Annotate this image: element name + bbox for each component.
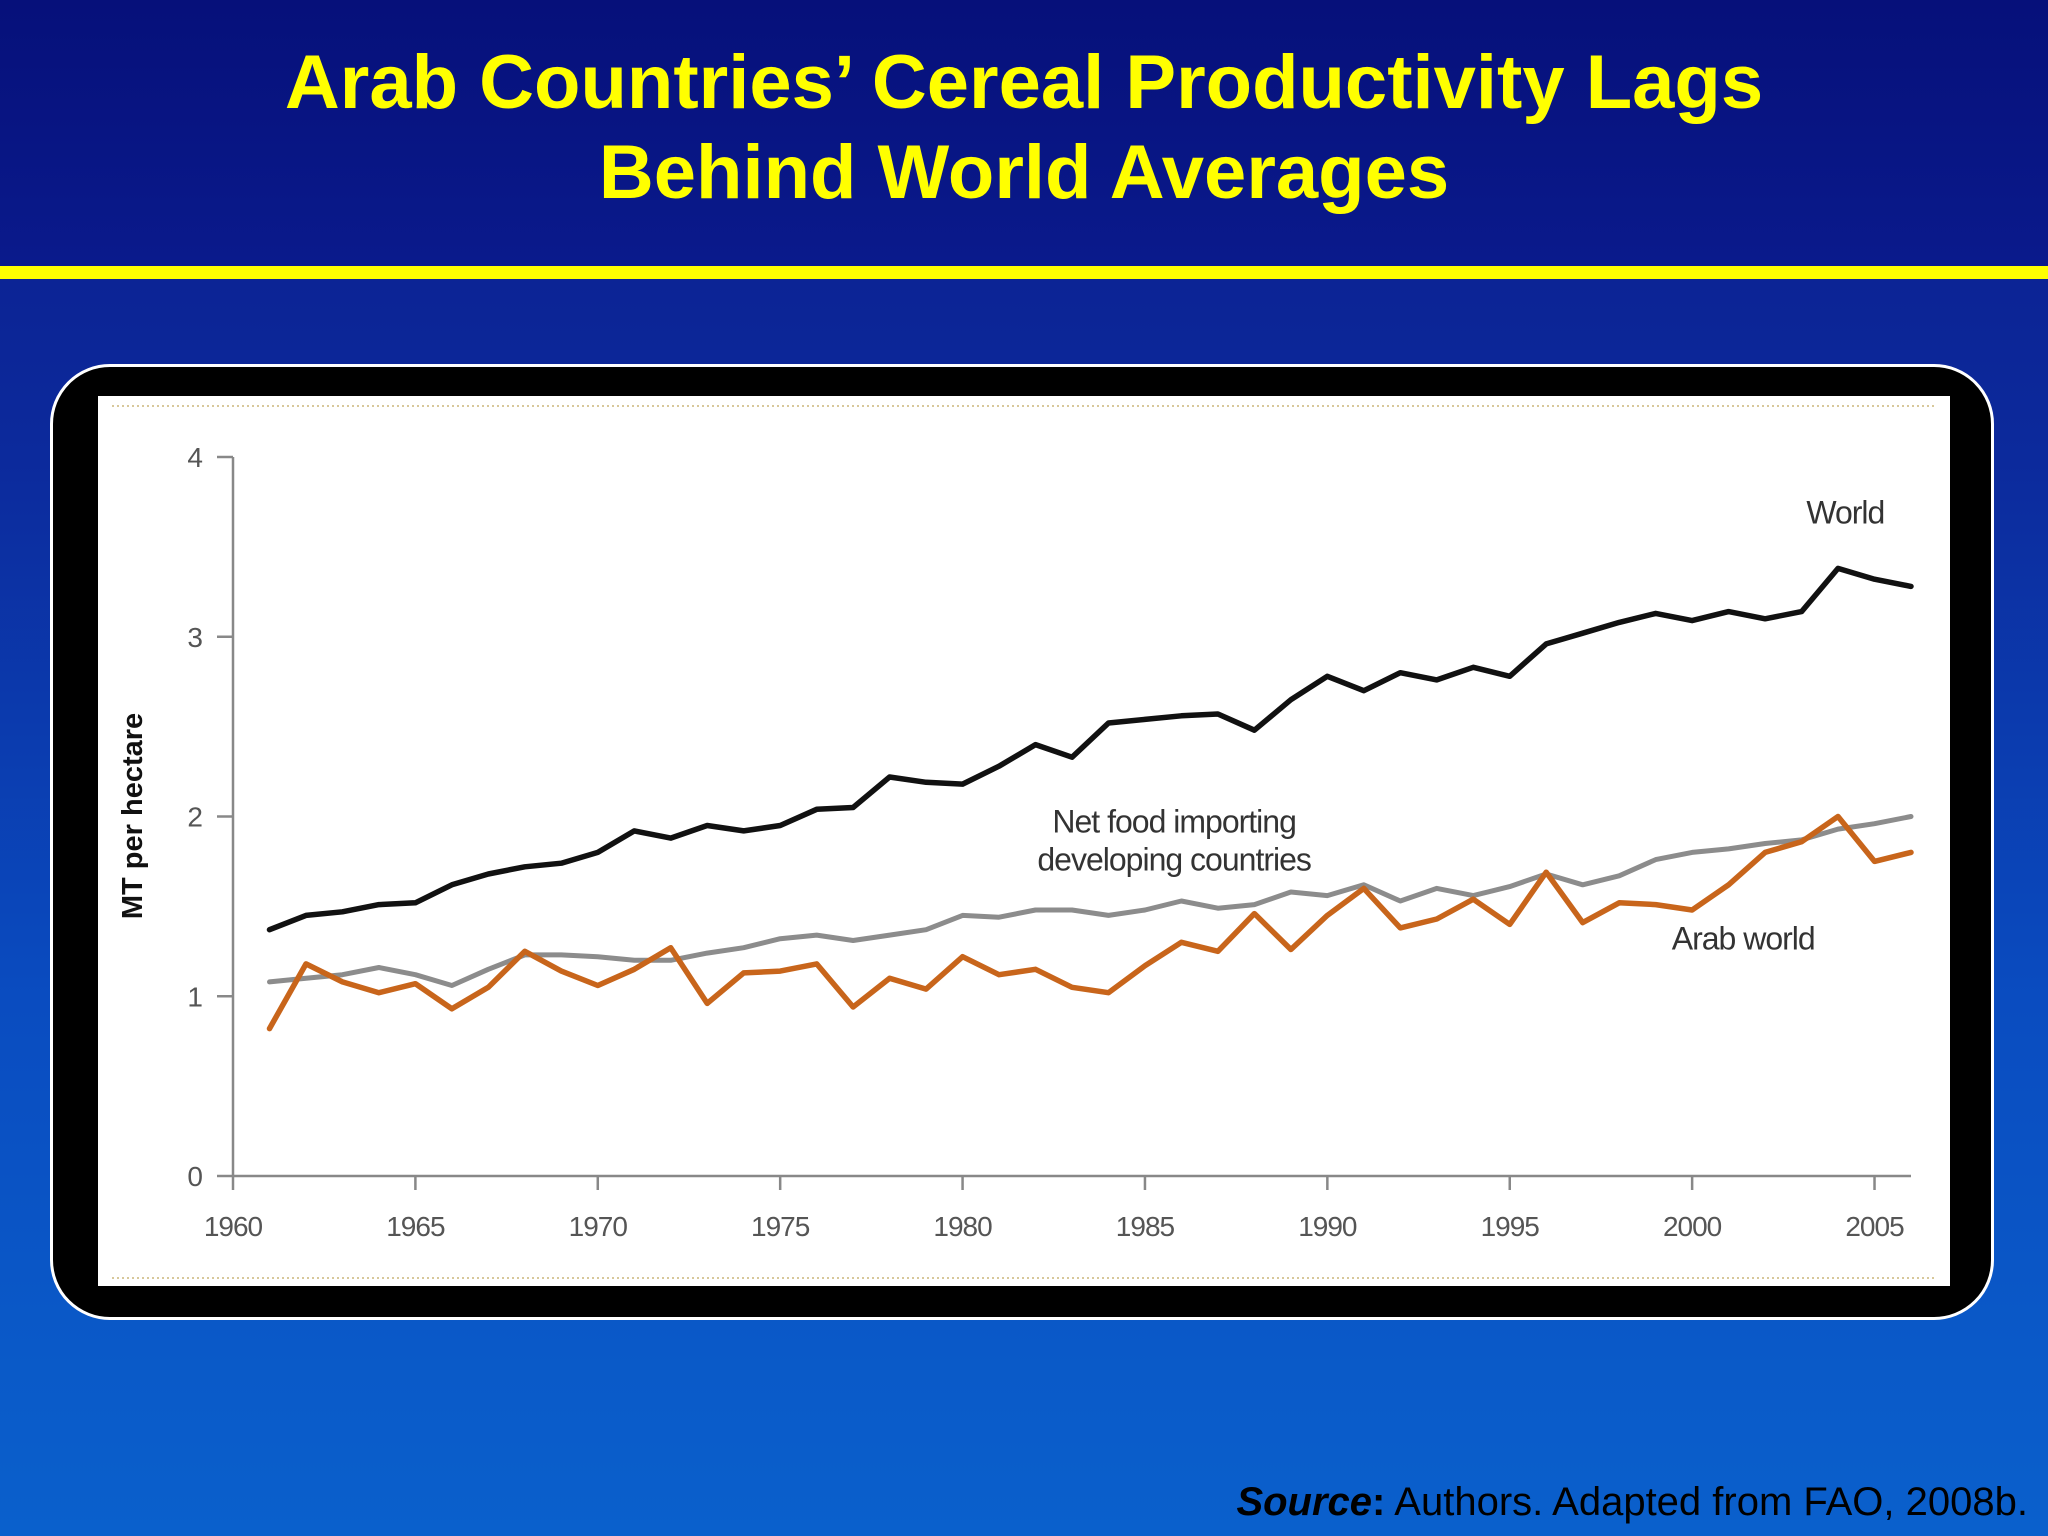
x-tick-label: 1995 <box>1481 1211 1540 1242</box>
slide-title-line-2: Behind World Averages <box>598 130 1450 215</box>
y-tick-label: 2 <box>187 802 203 833</box>
x-tick-label: 1980 <box>933 1211 992 1242</box>
x-tick-label: 2005 <box>1845 1211 1904 1242</box>
x-tick-label: 1985 <box>1116 1211 1175 1242</box>
source-note: Source: Authors. Adapted from FAO, 2008b… <box>1236 1480 2028 1525</box>
x-tick-label: 1975 <box>751 1211 810 1242</box>
x-tick-label: 2000 <box>1663 1211 1722 1242</box>
x-tick-label: 1965 <box>386 1211 445 1242</box>
x-tick-label: 1960 <box>204 1211 263 1242</box>
slide-title: Arab Countries’ Cereal Productivity Lags… <box>0 38 2048 218</box>
series-label-world: World <box>1806 495 1884 531</box>
cereal-productivity-chart: 0 1 2 3 4 1960 1965 1970 1975 1980 1985 1990 1995 200… <box>112 405 1936 1279</box>
source-text: Authors. Adapted from FAO, 2008b. <box>1385 1480 2028 1524</box>
y-tick-label: 4 <box>187 442 203 473</box>
x-tick-label: 1970 <box>569 1211 628 1242</box>
slide-header <box>0 0 2048 266</box>
series-line-net-food-importing-developing-countries <box>267 814 1914 988</box>
slide-title-line-1: Arab Countries’ Cereal Productivity Lags <box>284 40 1764 125</box>
source-colon: : <box>1372 1480 1386 1524</box>
x-tick-label: 1990 <box>1298 1211 1357 1242</box>
y-tick-label: 0 <box>187 1161 203 1192</box>
y-axis-label: MT per hectare <box>117 713 149 919</box>
series-label-arab-world: Arab world <box>1672 921 1815 957</box>
y-tick-label: 3 <box>187 622 203 653</box>
y-tick-label: 1 <box>187 981 203 1012</box>
series-line-world <box>266 565 1914 933</box>
source-label: Source <box>1236 1480 1373 1524</box>
series-label-net-food-importing-developing-countries: developing countries <box>1037 842 1311 878</box>
series-line-arab-world <box>266 813 1914 1032</box>
series-label-net-food-importing-developing-countries: Net food importing <box>1052 804 1295 840</box>
header-divider <box>0 266 2048 279</box>
chart-area: 0 1 2 3 4 1960 1965 1970 1975 1980 1985 1990 1995 200… <box>98 396 1950 1286</box>
